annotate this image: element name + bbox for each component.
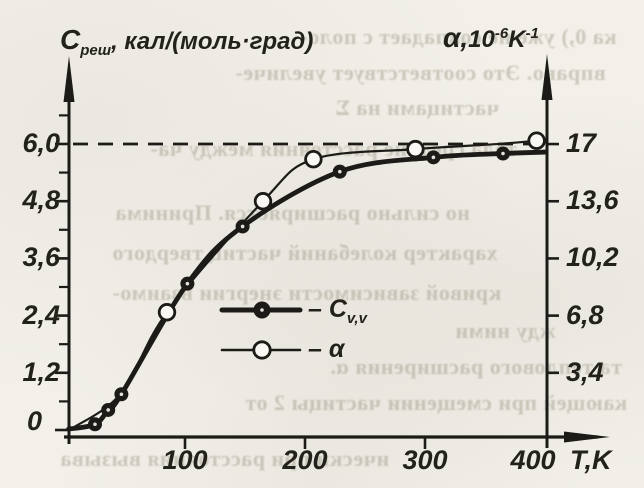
legend-symbol-c-subscript: v,v bbox=[346, 310, 367, 327]
x-axis-tick-label: 100 bbox=[162, 445, 208, 475]
left-axis-title-subscript: реш bbox=[80, 41, 112, 59]
legend-dash: – bbox=[308, 335, 322, 363]
left-axis-title: Cреш, кал/(моль·град) bbox=[60, 26, 313, 58]
left-axis-tick-label: 1,2 bbox=[22, 357, 60, 387]
x-axis-tick-label: 200 bbox=[282, 445, 328, 475]
right-axis-tick-label: 3,4 bbox=[566, 357, 604, 387]
right-axis-title: α,10-6K-1 bbox=[443, 24, 539, 52]
legend-entry-cv-label: – Cv,v bbox=[308, 295, 367, 327]
left-axis-zero-label: 0 bbox=[26, 406, 42, 436]
right-axis-title-unit: K bbox=[508, 26, 526, 53]
left-axis-tick-label: 2,4 bbox=[22, 300, 60, 330]
x-axis-unit-label: T,K bbox=[570, 445, 612, 475]
legend-entry-alpha-label: – α bbox=[308, 337, 344, 362]
alpha-symbol: α, bbox=[443, 22, 469, 53]
x-axis-tick-label: 400 bbox=[510, 445, 556, 475]
right-axis-tick-label: 13,6 bbox=[566, 185, 619, 215]
left-axis-tick-label: 4,8 bbox=[22, 185, 60, 215]
right-axis-tick-label: 6,8 bbox=[566, 300, 604, 330]
right-axis-tick-label: 17 bbox=[566, 128, 597, 158]
left-axis-tick-label: 3,6 bbox=[22, 242, 60, 272]
legend-symbol-alpha: α bbox=[328, 335, 345, 363]
right-axis-title-exponent: -6 bbox=[494, 25, 509, 42]
right-axis-title-base: 10 bbox=[468, 26, 495, 53]
legend-symbol-c: C bbox=[328, 295, 347, 323]
left-axis-tick-label: 6,0 bbox=[22, 128, 60, 158]
x-axis-tick-label: 300 bbox=[402, 445, 448, 475]
legend-dash: – bbox=[308, 295, 322, 323]
right-axis-tick-label: 10,2 bbox=[566, 242, 619, 272]
left-axis-title-symbol: C bbox=[60, 24, 81, 55]
right-axis-title-unit-exponent: -1 bbox=[525, 25, 539, 42]
left-axis-title-units: , кал/(моль·град) bbox=[111, 28, 314, 55]
